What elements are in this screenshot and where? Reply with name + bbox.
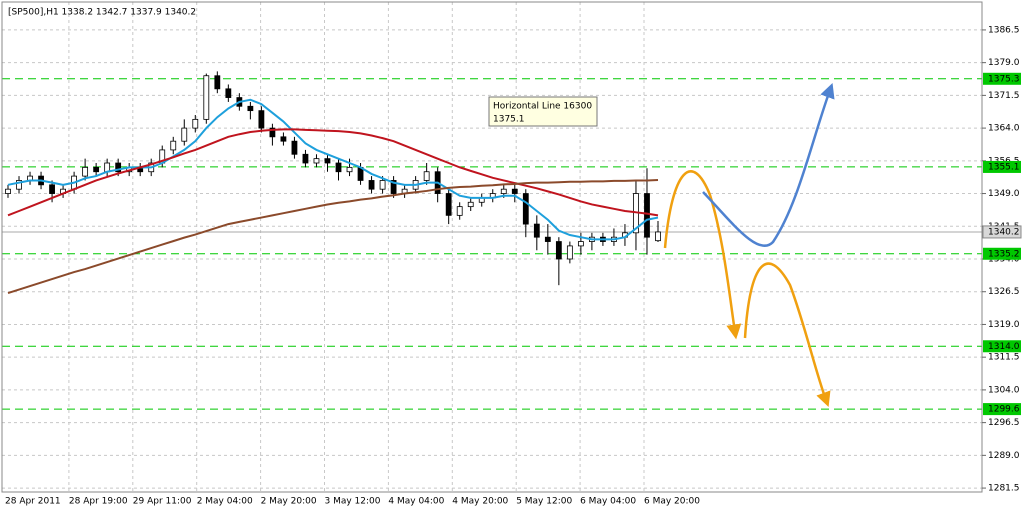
moving-average [7,98,659,241]
candle-body [379,180,386,190]
forecast-arrow [743,262,831,408]
candle-body [181,127,188,142]
level-label-box [983,72,1021,85]
candle-body [258,110,265,129]
x-tick-label: 28 Apr 2011 [5,497,61,507]
tooltip-value: 1375.1 [493,115,525,125]
candle-body [335,162,342,173]
x-tick-label: 2 May 04:00 [197,497,253,507]
y-tick-label: 1364.0 [988,124,1020,134]
y-tick-label: 1281.5 [988,484,1020,494]
x-tick-label: 6 May 20:00 [644,497,700,507]
candle-body [93,166,100,173]
last-price-label: 1340.2 [988,227,1020,237]
level-label-box [983,340,1021,353]
candle-body [115,162,122,173]
candle-body [5,188,11,194]
moving-average [7,179,659,294]
candle-body [313,158,320,164]
y-tick-label: 1386.5 [988,25,1020,35]
candle-body [644,193,650,238]
tooltip-box [488,96,598,127]
candle-body [225,88,232,98]
candle-body [423,171,430,181]
y-tick-label: 1326.5 [988,287,1020,297]
candle-body [82,166,89,177]
candle-body [280,136,287,142]
moving-average [7,128,659,217]
candle-body [511,188,518,194]
level-label: 1314.0 [988,342,1020,352]
level-label-box [983,160,1021,173]
candle-body [467,201,474,208]
forecast-arrow [663,170,742,340]
level-label: 1299.6 [988,405,1020,415]
candle-body [49,184,55,194]
candle-body [247,105,254,112]
x-tick-label: 28 Apr 19:00 [69,497,128,507]
x-tick-label: 5 May 12:00 [516,497,572,507]
x-tick-label: 29 Apr 11:00 [133,497,192,507]
candle-body [170,140,177,151]
candle-body [655,231,661,242]
x-tick-label: 4 May 20:00 [452,497,508,507]
y-tick-label: 1379.0 [988,58,1020,68]
candle-body [500,188,507,194]
level-label: 1335.2 [988,249,1020,259]
y-tick-label: 1371.5 [988,91,1020,101]
x-tick-label: 4 May 04:00 [388,497,444,507]
last-price-box [982,225,1022,239]
y-tick-label: 1311.5 [988,353,1020,363]
level-label: 1375.3 [988,74,1020,84]
tooltip: Horizontal Line 16300 1375.1 [488,96,598,127]
candle-body [566,245,573,260]
tooltip-title: Horizontal Line 16300 [493,102,592,112]
level-label-box [983,247,1021,260]
candle-body [456,206,463,216]
candle-body [16,180,22,190]
level-label: 1355.1 [988,162,1020,172]
candle-body [346,166,353,173]
y-tick-label: 1319.0 [988,320,1020,330]
candle-body [291,140,298,155]
y-tick-label: 1349.0 [988,189,1020,199]
forecast-arrow [702,82,835,247]
y-tick-label: 1304.0 [988,385,1020,395]
candle-body [390,180,397,194]
candle-body [368,180,375,190]
candle-body [544,236,551,242]
candle-body [522,193,529,225]
level-label-box [983,403,1021,416]
candle-body [445,193,452,216]
x-tick-label: 2 May 20:00 [261,497,317,507]
candle-body [192,118,199,129]
candle-body [302,153,309,164]
candle-body [577,241,584,247]
chart-title: [SP500],H1 1338.2 1342.7 1337.9 1340.2 [8,8,196,18]
candle-body [203,75,210,120]
candle-body [324,158,331,164]
plot-border [1,1,983,493]
y-tick-label: 1296.5 [988,418,1020,428]
candle-body [555,241,562,260]
y-tick-label: 1289.0 [988,451,1020,461]
candle-body [533,223,540,238]
x-tick-label: 3 May 12:00 [325,497,381,507]
candle-body [269,127,276,138]
x-tick-label: 6 May 04:00 [580,497,636,507]
candle-body [214,75,221,90]
